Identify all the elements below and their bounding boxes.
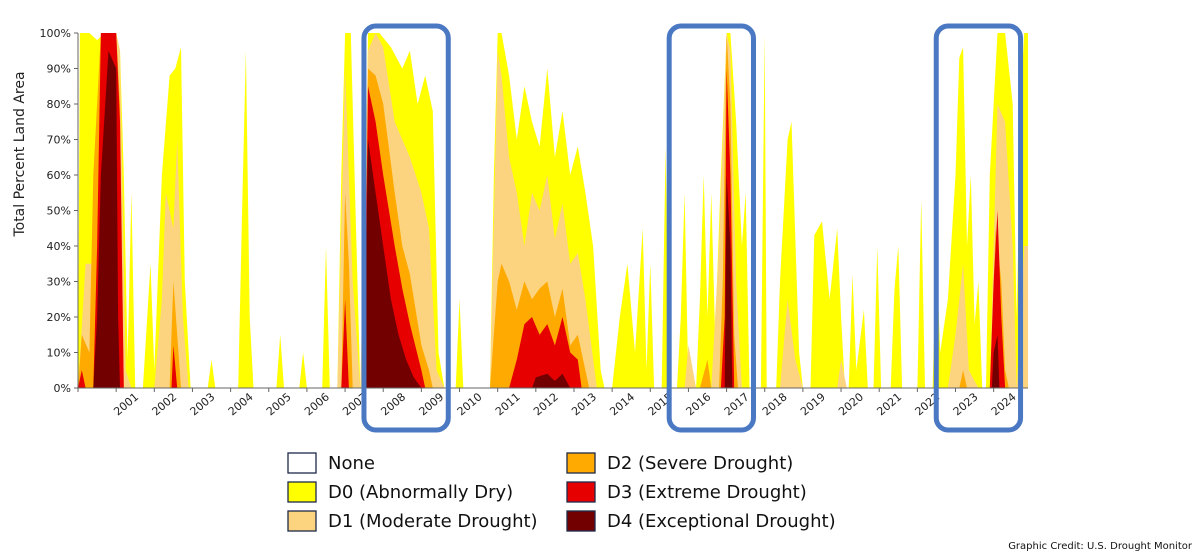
y-tick-label: 0% [54,382,71,395]
legend: None D0 (Abnormally Dry) D1 (Moderate Drou… [287,452,836,532]
x-tick-label: 2012 [531,390,561,418]
y-axis-title: Total Percent Land Area [12,71,28,237]
legend-label: D1 (Moderate Drought) [328,511,538,532]
legend-swatch [287,481,317,503]
x-tick-label: 2014 [607,390,637,418]
y-tick-label: 60% [47,169,71,182]
y-tick-label: 90% [47,63,71,76]
legend-swatch [287,510,317,532]
legend-label: D3 (Extreme Drought) [607,482,807,503]
highlight-box [666,23,756,433]
y-tick-label: 40% [47,240,71,253]
plot-areas [78,33,1028,389]
y-tick-label: 20% [47,311,71,324]
x-tick-label: 2013 [569,390,599,418]
legend-label: D0 (Abnormally Dry) [328,482,513,503]
x-tick-label: 2017 [722,390,752,418]
x-tick-label: 2006 [302,390,332,418]
x-tick-label: 2002 [150,390,180,418]
y-tick-label: 50% [47,205,71,218]
y-tick-label: 10% [47,347,71,360]
y-tick-label: 100% [40,27,71,40]
graphic-credit: Graphic Credit: U.S. Drought Monitor [1008,541,1193,552]
x-tick-label: 2008 [378,390,408,418]
x-axis-ticks: 2001 2002 2003 2004 2005 2006 2007 2008 2009 2010… [77,388,1019,418]
legend-label: D4 (Exceptional Drought) [607,511,836,532]
y-axis-ticks: 0% 10% 20% 30% 40% 50% 60% 70% 80% 90% 100% [40,27,78,395]
highlight-box [361,23,451,433]
y-tick-label: 30% [47,276,71,289]
legend-swatch [566,510,596,532]
legend-label: D2 (Severe Drought) [607,453,793,474]
series-area-d2 [78,33,1009,388]
x-tick-label: 2011 [493,390,523,418]
x-tick-label: 2016 [684,390,714,418]
x-tick-label: 2004 [226,390,256,418]
legend-swatch [287,452,317,474]
highlight-box [933,23,1024,433]
highlight-boxes [361,23,1024,433]
x-tick-label: 2019 [798,390,828,418]
x-tick-label: 2005 [264,390,294,418]
y-tick-label: 70% [47,134,71,147]
legend-swatch [566,481,596,503]
x-tick-label: 2003 [188,390,218,418]
series-area-d0 [78,33,1028,388]
x-tick-label: 2009 [417,390,447,418]
x-tick-label: 2001 [111,390,141,418]
x-tick-label: 2020 [836,390,866,418]
legend-swatch [566,452,596,474]
x-tick-label: 2024 [989,390,1019,418]
legend-label: None [328,453,375,474]
x-tick-label: 2018 [760,390,790,418]
x-tick-label: 2021 [874,390,904,418]
y-tick-label: 80% [47,98,71,111]
x-tick-label: 2010 [455,390,485,418]
x-tick-label: 2023 [951,390,981,418]
